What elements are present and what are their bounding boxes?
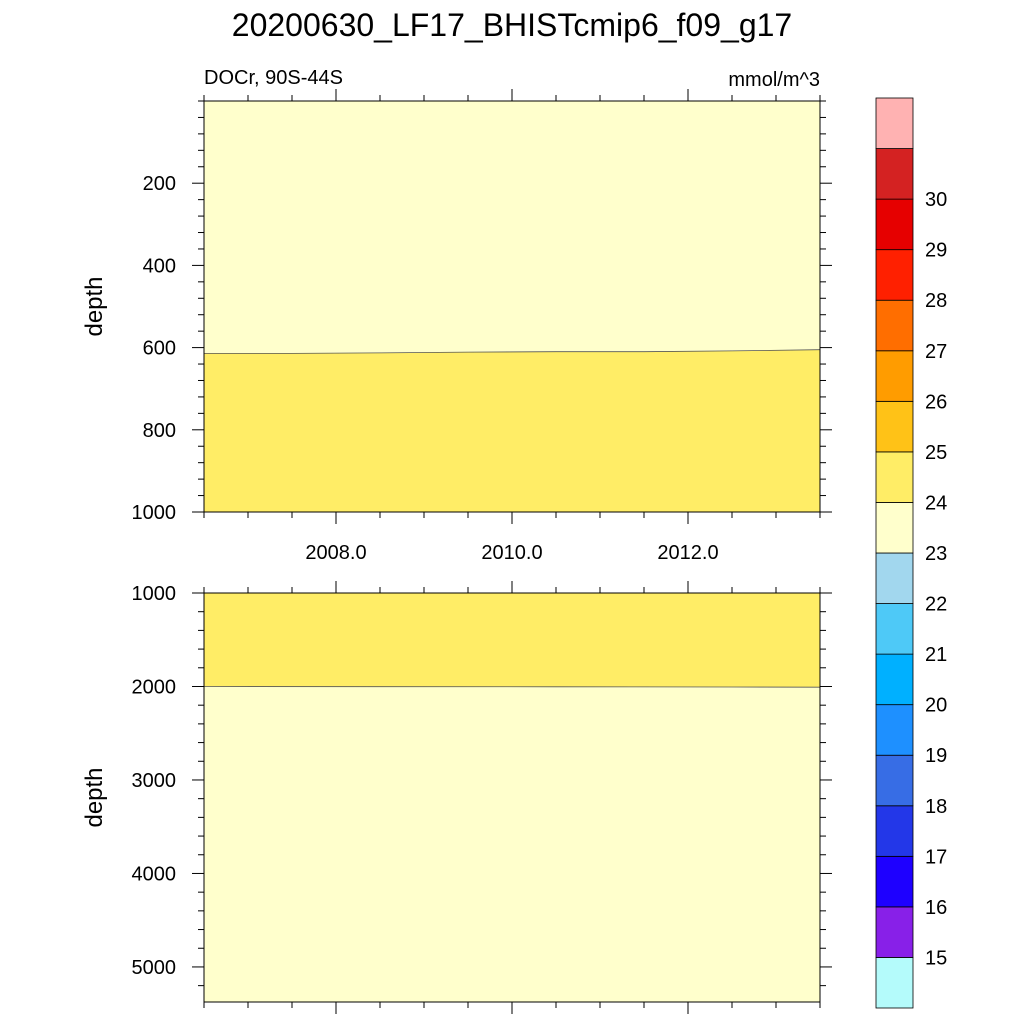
contour-fill-upper-region: [204, 593, 820, 688]
colorbar-swatch: [875, 299, 914, 352]
plot-title: 20200630_LF17_BHISTcmip6_f09_g17: [232, 7, 792, 43]
colorbar: 15 16 17 18 19 20 21 22 23 24 25 26 27 28 29 30: [875, 97, 947, 1009]
y-tick-label: 1000: [132, 502, 177, 524]
y-tick-label: 600: [143, 338, 176, 360]
colorbar-label: 17: [925, 846, 947, 868]
colorbar-label: 30: [925, 189, 947, 211]
contour-line: [204, 349, 821, 354]
contour-fill-lower-region: [204, 686, 820, 1002]
colorbar-swatch: [875, 552, 914, 604]
y-tick-label: 800: [143, 420, 176, 442]
colorbar-swatch: [875, 451, 914, 503]
colorbar-swatch: [875, 198, 914, 251]
contour-fill-upper-region: [204, 101, 820, 354]
colorbar-swatch: [875, 400, 914, 453]
colorbar-swatch: [875, 805, 914, 857]
colorbar-swatch: [875, 249, 914, 301]
colorbar-label: 26: [925, 391, 947, 413]
y-tick-label: 3000: [132, 770, 177, 792]
y-tick-label: 2000: [132, 676, 177, 698]
contour-fill-lower-region: [204, 349, 820, 512]
colorbar-swatch: [875, 704, 914, 756]
colorbar-swatch: [875, 603, 914, 655]
lower-depth-panel: 1000 2000 3000 4000 5000 depth: [81, 581, 832, 1014]
colorbar-label: 29: [925, 240, 947, 262]
colorbar-label: 22: [925, 594, 947, 616]
left-subtitle: DOCr, 90S-44S: [204, 67, 343, 89]
x-tick-label: 2010.0: [481, 542, 542, 564]
upper-depth-panel: 200 400 600 800 1000 2008.0 2010.0 2012.0 depth: [81, 89, 832, 564]
y-axis-label: depth: [81, 276, 108, 336]
colorbar-label: 15: [925, 947, 947, 969]
colorbar-label: 21: [925, 644, 947, 666]
y-tick-label: 4000: [132, 863, 177, 885]
colorbar-swatch: [875, 653, 914, 706]
x-tick-label: 2012.0: [657, 542, 718, 564]
colorbar-swatch: [875, 502, 914, 554]
colorbar-label: 24: [925, 492, 947, 514]
y-axis-label: depth: [81, 767, 108, 827]
y-tick-label: 1000: [132, 583, 177, 605]
colorbar-label: 28: [925, 290, 947, 312]
x-tick-label: 2008.0: [305, 542, 366, 564]
colorbar-label: 27: [925, 341, 947, 363]
colorbar-label: 18: [925, 796, 947, 818]
y-tick-label: 5000: [132, 957, 177, 979]
colorbar-swatch: [875, 957, 914, 1009]
colorbar-swatch: [875, 855, 914, 908]
y-tick-label: 200: [143, 173, 176, 195]
colorbar-label: 23: [925, 543, 947, 565]
colorbar-swatch: [875, 754, 914, 807]
colorbar-label: 25: [925, 442, 947, 464]
colorbar-label: 16: [925, 897, 947, 919]
colorbar-label: 20: [925, 695, 947, 717]
y-tick-label: 400: [143, 255, 176, 277]
colorbar-swatch: [875, 97, 914, 149]
colorbar-swatch: [875, 906, 914, 958]
colorbar-swatch: [875, 350, 914, 402]
colorbar-swatch: [875, 148, 914, 200]
right-subtitle: mmol/m^3: [728, 69, 820, 91]
contour-line: [203, 686, 821, 688]
colorbar-label: 19: [925, 745, 947, 767]
